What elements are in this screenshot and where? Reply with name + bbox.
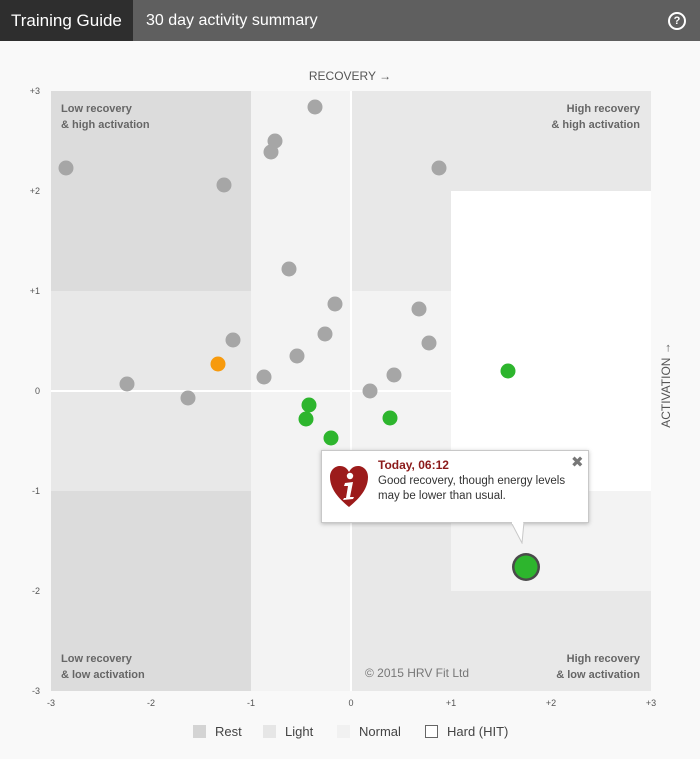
data-point-gray[interactable] bbox=[431, 160, 447, 176]
quadrant-label-bottom-right: & low activation bbox=[556, 669, 640, 681]
data-point-green[interactable] bbox=[323, 430, 339, 446]
legend-swatch-rest bbox=[193, 724, 206, 738]
quadrant-label-top-left: & high activation bbox=[61, 119, 150, 131]
legend-swatch-light bbox=[263, 724, 276, 738]
y-tick-label: 0 bbox=[35, 386, 40, 396]
zone-rest-top bbox=[51, 91, 251, 291]
zone-rest-bottom bbox=[51, 491, 251, 691]
data-point-gray[interactable] bbox=[119, 376, 135, 392]
data-points bbox=[58, 99, 540, 581]
close-icon[interactable]: ✖ bbox=[571, 454, 584, 471]
quadrant-label-bottom-left: Low recovery bbox=[61, 653, 133, 665]
data-point-gray[interactable] bbox=[386, 367, 402, 383]
x-axis-label: RECOVERY → bbox=[309, 69, 391, 83]
quadrant-labels: Low recovery & high activation High recove… bbox=[61, 103, 641, 681]
legend-item-hard: Hard (HIT) bbox=[425, 722, 508, 740]
y-tick-label: -2 bbox=[32, 586, 40, 596]
axis-lines bbox=[51, 91, 651, 691]
quadrant-label-bottom-right: High recovery bbox=[567, 653, 641, 665]
data-point-orange[interactable] bbox=[210, 356, 226, 372]
y-tick-label: +2 bbox=[30, 186, 40, 196]
tooltip-pointer bbox=[511, 522, 525, 544]
point-tooltip: Today, 06:12 Good recovery, though energ… bbox=[321, 450, 589, 523]
legend-label: Normal bbox=[359, 723, 401, 739]
data-point-gray[interactable] bbox=[281, 261, 297, 277]
data-point-green[interactable] bbox=[298, 411, 314, 427]
data-point-gray[interactable] bbox=[216, 177, 232, 193]
legend-swatch-normal bbox=[337, 724, 350, 738]
data-point-green[interactable] bbox=[500, 363, 516, 379]
data-point-gray[interactable] bbox=[225, 332, 241, 348]
legend-item-light: Light bbox=[263, 722, 313, 740]
x-tick-label: +3 bbox=[646, 698, 656, 708]
legend-label: Light bbox=[285, 723, 314, 739]
quadrant-label-bottom-left: & low activation bbox=[61, 669, 145, 681]
y-tick-label: +1 bbox=[30, 286, 40, 296]
legend-item-normal: Normal bbox=[337, 722, 401, 740]
data-point-gray[interactable] bbox=[58, 160, 74, 176]
x-tick-label: +1 bbox=[446, 698, 456, 708]
x-tick-label: -3 bbox=[47, 698, 55, 708]
x-tick-label: 0 bbox=[348, 698, 353, 708]
data-point-gray[interactable] bbox=[307, 99, 323, 115]
y-tick-label: -3 bbox=[32, 686, 40, 696]
heart-info-icon bbox=[330, 466, 368, 507]
tooltip-message: Good recovery, though energy levels may … bbox=[378, 475, 566, 502]
header-bar: Training Guide 30 day activity summary ? bbox=[0, 0, 700, 41]
x-tick-label: -1 bbox=[247, 698, 255, 708]
y-tick-label: -1 bbox=[32, 486, 40, 496]
data-point-gray[interactable] bbox=[411, 301, 427, 317]
data-point-gray[interactable] bbox=[256, 369, 272, 385]
x-tick-label: +2 bbox=[546, 698, 556, 708]
legend-label: Hard (HIT) bbox=[447, 723, 509, 739]
legend-item-rest: Rest bbox=[193, 722, 242, 740]
data-point-green[interactable] bbox=[301, 397, 317, 413]
data-point-gray[interactable] bbox=[362, 383, 378, 399]
page-title: 30 day activity summary bbox=[146, 12, 318, 29]
data-point-selected[interactable] bbox=[514, 555, 538, 579]
data-point-green[interactable] bbox=[382, 410, 398, 426]
data-point-gray[interactable] bbox=[289, 348, 305, 364]
quadrant-label-top-right: & high activation bbox=[551, 119, 640, 131]
data-point-gray[interactable] bbox=[327, 296, 343, 312]
legend-swatch-hard bbox=[425, 724, 438, 738]
tick-labels: -3 -2 -1 0 +1 +2 +3 +3 +2 +1 0 -1 -2 -3 bbox=[30, 86, 656, 708]
y-axis-label: ACTIVATION → bbox=[659, 342, 673, 428]
legend-label: Rest bbox=[215, 723, 242, 739]
tab-training-guide[interactable]: Training Guide bbox=[0, 0, 133, 41]
watermark: © 2015 HRV Fit Ltd bbox=[365, 666, 469, 680]
tooltip-time: Today, 06:12 bbox=[378, 458, 449, 472]
quadrant-label-top-left: Low recovery bbox=[61, 103, 133, 115]
x-tick-label: -2 bbox=[147, 698, 155, 708]
data-point-gray[interactable] bbox=[317, 326, 333, 342]
data-point-gray[interactable] bbox=[421, 335, 437, 351]
data-point-gray[interactable] bbox=[263, 144, 279, 160]
help-icon[interactable]: ? bbox=[668, 12, 686, 30]
data-point-gray[interactable] bbox=[180, 390, 196, 406]
quadrant-label-top-right: High recovery bbox=[567, 103, 641, 115]
y-tick-label: +3 bbox=[30, 86, 40, 96]
